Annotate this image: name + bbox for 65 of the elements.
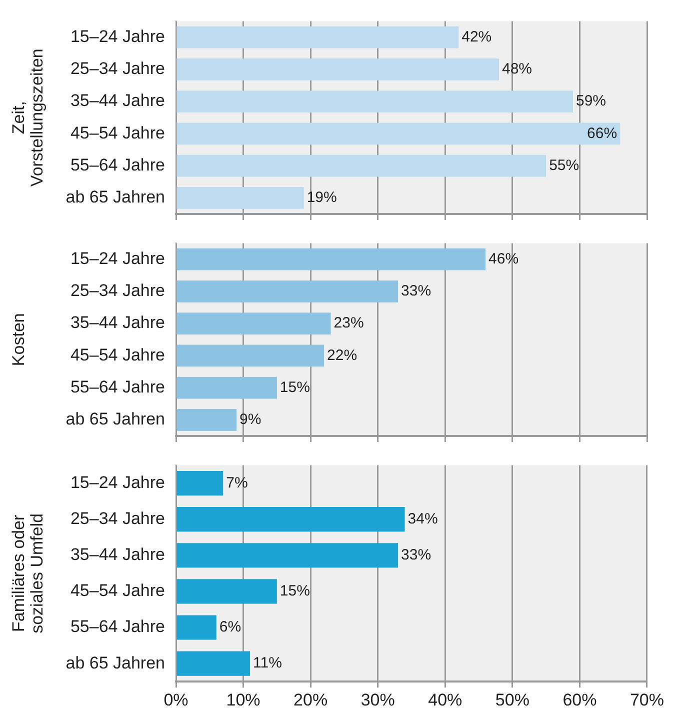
data-label: 48% [502, 60, 532, 78]
y-tick-label: 55–64 Jahre [70, 377, 165, 396]
bar [176, 376, 277, 399]
y-tick-label: 55–64 Jahre [70, 617, 165, 636]
data-label: 7% [226, 474, 248, 492]
bar [176, 579, 277, 604]
data-label: 23% [334, 314, 364, 332]
y-tick-label: 35–44 Jahre [70, 545, 165, 564]
y-axis-title: Kosten [9, 313, 28, 366]
bar [176, 651, 250, 676]
bar [176, 470, 224, 496]
data-label: 11% [253, 654, 282, 672]
bar [176, 280, 398, 302]
bar [176, 154, 546, 177]
data-label: 22% [327, 346, 358, 364]
y-tick-label: 45–54 Jahre [70, 581, 165, 600]
bar [176, 615, 216, 640]
y-tick-label: 25–34 Jahre [70, 281, 165, 300]
data-label: 33% [401, 546, 432, 564]
y-tick-label: 35–44 Jahre [70, 91, 165, 110]
data-label: 34% [408, 510, 438, 528]
data-label: 42% [462, 28, 492, 46]
data-label: 15% [280, 378, 310, 396]
y-axis-title: Zeit, Vorstellungszeiten [9, 48, 47, 187]
y-tick-label: 55–64 Jahre [70, 155, 165, 174]
y-tick-label: 45–54 Jahre [70, 123, 165, 142]
data-label: 46% [488, 250, 519, 268]
bar [176, 122, 620, 145]
bar [176, 344, 324, 367]
y-tick-label: 15–24 Jahre [70, 248, 165, 268]
bar [176, 90, 573, 112]
x-tick-label: 0% [164, 690, 188, 710]
data-label: 55% [549, 156, 580, 174]
x-tick-label: 20% [294, 690, 328, 710]
data-label: 9% [240, 411, 262, 428]
y-tick-label: 15–24 Jahre [70, 26, 165, 46]
x-tick-label: 50% [495, 690, 530, 710]
y-tick-label: 35–44 Jahre [70, 313, 165, 332]
data-label: 15% [280, 582, 310, 600]
bar [176, 409, 237, 431]
bar [176, 187, 304, 209]
bar [176, 26, 459, 48]
data-label: 33% [401, 282, 432, 300]
x-tick-label: 60% [562, 690, 597, 710]
bar [176, 507, 405, 532]
y-tick-label: 25–34 Jahre [70, 59, 165, 78]
bar [176, 312, 331, 334]
y-tick-label: 45–54 Jahre [70, 345, 165, 364]
data-label: 66% [587, 124, 618, 142]
y-tick-label: ab 65 Jahren [66, 653, 165, 672]
data-label: 6% [219, 618, 242, 636]
bar [176, 543, 398, 568]
y-tick-label: 15–24 Jahre [70, 472, 165, 492]
x-tick-label: 10% [226, 690, 260, 710]
data-label: 19% [306, 189, 337, 206]
x-tick-label: 30% [360, 690, 395, 710]
data-label: 59% [576, 92, 606, 110]
y-axis-title: Familiäres oder soziales Umfeld [9, 513, 47, 634]
y-tick-label: ab 65 Jahren [66, 410, 165, 429]
bar [176, 58, 499, 80]
y-tick-label: 25–34 Jahre [70, 508, 165, 528]
bar [176, 248, 486, 270]
y-tick-label: ab 65 Jahren [66, 188, 165, 207]
x-tick-label: 70% [630, 690, 664, 710]
x-tick-label: 40% [428, 690, 462, 710]
